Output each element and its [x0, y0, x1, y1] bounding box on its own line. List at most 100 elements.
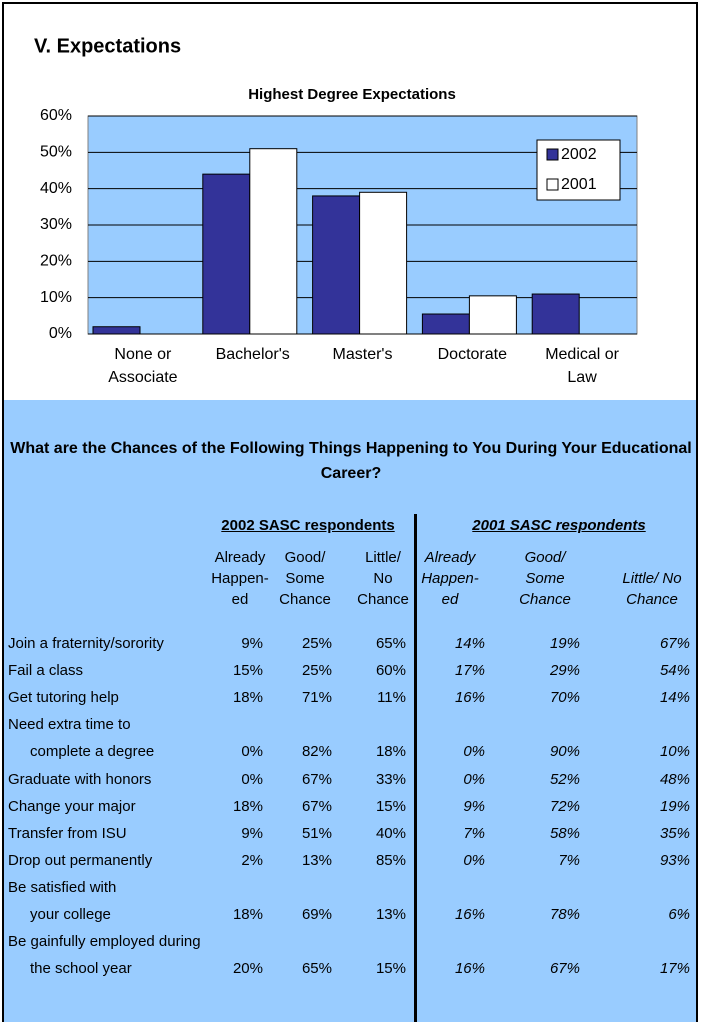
cell-value: 90% [549, 743, 580, 761]
column-header: Already Happen- ed [421, 549, 479, 608]
cell-value: 85% [375, 851, 406, 869]
x-tick-label: Medical or Law [545, 346, 619, 386]
cell-value: 15% [375, 797, 406, 815]
column-header: Little/ No Chance [357, 549, 409, 608]
x-tick-label: Doctorate [437, 346, 507, 363]
cell-value: 67% [659, 635, 690, 652]
y-tick-label: 60% [40, 107, 72, 124]
cell-value: 25% [301, 635, 332, 652]
cell-value: 16% [454, 906, 485, 923]
bar [249, 148, 298, 335]
bar [468, 295, 517, 335]
cell-value: 0% [463, 743, 485, 761]
cell-value: 0% [241, 743, 263, 761]
row-label: Drop out permanently [8, 851, 153, 869]
chart-title: Highest Degree Expectations [248, 86, 456, 103]
cell-value: 69% [301, 906, 332, 923]
legend-swatch [546, 178, 559, 191]
cell-value: 60% [375, 662, 406, 680]
row-label: Join a fraternity/sorority [8, 635, 164, 652]
row-label: Transfer from ISU [8, 824, 127, 842]
cell-value: 58% [549, 824, 580, 842]
column-header: Good/ Some Chance [519, 549, 571, 608]
row-label: Be gainfully employed during [8, 933, 201, 951]
cell-value: 14% [454, 635, 485, 652]
row-label: Be satisfied with [8, 878, 117, 896]
cell-value: 15% [232, 662, 263, 680]
column-header: Already Happen- ed [211, 549, 269, 608]
y-tick-label: 40% [40, 180, 72, 197]
cell-value: 7% [463, 824, 485, 842]
cell-value: 9% [463, 797, 485, 815]
table-background [4, 400, 698, 1022]
cell-value: 67% [301, 770, 332, 788]
column-header: Good/ Some Chance [279, 549, 331, 608]
cell-value: 0% [241, 770, 263, 788]
cell-value: 18% [232, 797, 263, 815]
cell-value: 54% [659, 662, 690, 680]
section-title: V. Expectations [34, 35, 181, 57]
divider [414, 514, 417, 1022]
row-label: Change your major [8, 797, 136, 815]
row-label: Get tutoring help [8, 689, 119, 707]
cell-value: 6% [668, 906, 690, 923]
cell-value: 0% [463, 851, 485, 869]
cell-value: 9% [241, 635, 263, 652]
cell-value: 16% [454, 689, 485, 707]
bar [202, 173, 251, 335]
cell-value: 25% [301, 662, 332, 680]
cell-value: 71% [301, 689, 332, 707]
y-tick-label: 50% [40, 144, 72, 161]
cell-value: 35% [659, 824, 690, 842]
cell-value: 33% [375, 770, 406, 788]
cell-value: 20% [232, 960, 263, 978]
cell-value: 10% [659, 743, 690, 761]
legend-label: 2002 [561, 146, 597, 163]
y-tick-label: 0% [49, 325, 72, 342]
bar [531, 293, 580, 335]
bar [92, 326, 141, 335]
bar [312, 195, 361, 335]
cell-value: 19% [659, 797, 690, 815]
y-tick-label: 30% [40, 216, 72, 233]
cell-value: 17% [659, 960, 690, 978]
row-label: complete a degree [30, 743, 155, 761]
cell-value: 17% [454, 662, 485, 680]
x-tick-label: None or Associate [108, 346, 178, 386]
cell-value: 29% [549, 662, 580, 680]
cell-value: 48% [659, 770, 690, 788]
row-label: Need extra time to [8, 716, 131, 734]
row-label: the school year [30, 960, 132, 978]
cell-value: 52% [549, 770, 580, 788]
cell-value: 67% [549, 960, 580, 978]
cell-value: 13% [375, 906, 406, 923]
group-header: 2002 SASC respondents [221, 517, 395, 534]
y-tick-label: 20% [40, 253, 72, 270]
cell-value: 67% [301, 797, 332, 815]
cell-value: 18% [375, 743, 406, 761]
legend-swatch [546, 148, 559, 161]
cell-value: 19% [549, 635, 580, 652]
cell-value: 70% [549, 689, 580, 707]
chart: V. Expectations Highest Degree Expectati… [34, 35, 638, 342]
x-tick-label: Bachelor's [215, 346, 290, 363]
cell-value: 18% [232, 906, 263, 923]
cell-value: 2% [241, 851, 263, 869]
cell-value: 78% [549, 906, 580, 923]
cell-value: 13% [301, 851, 332, 869]
cell-value: 93% [659, 851, 690, 869]
cell-value: 65% [375, 635, 406, 652]
cell-value: 15% [375, 960, 406, 978]
group-header: 2001 SASC respondents [472, 517, 646, 534]
bar [359, 191, 408, 335]
table-title-text: What are the Chances of the Following Th… [10, 440, 692, 482]
column-header: Little/ No Chance [622, 570, 682, 608]
row-label: your college [30, 906, 111, 923]
row-label: Graduate with honors [8, 770, 152, 788]
y-tick-label: 10% [40, 289, 72, 306]
cell-value: 7% [558, 851, 580, 869]
cell-value: 65% [301, 960, 332, 978]
cell-value: 40% [375, 824, 406, 842]
cell-value: 11% [377, 689, 406, 707]
